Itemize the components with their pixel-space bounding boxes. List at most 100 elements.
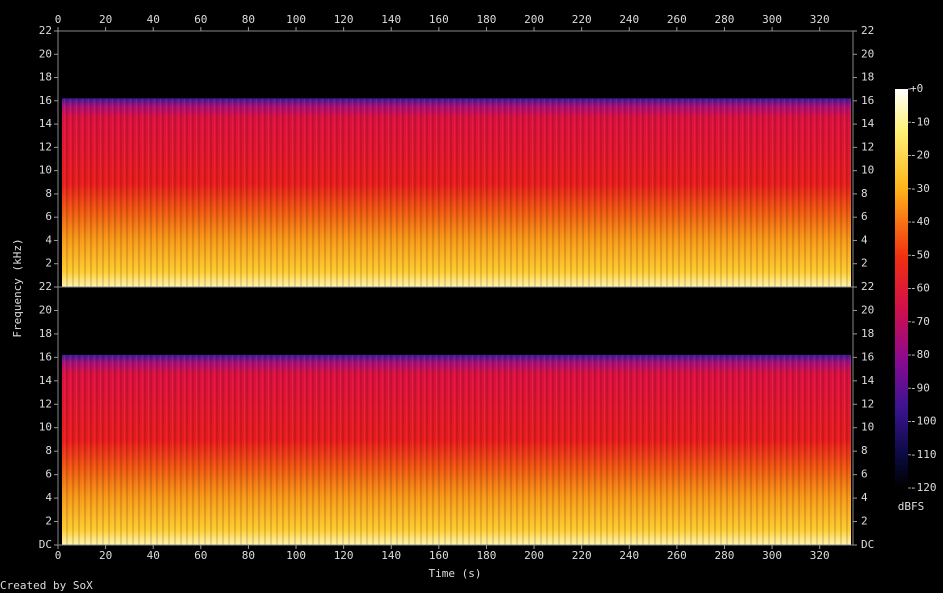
x-tick-label: 320 bbox=[810, 549, 830, 562]
colorbar-tick-label: -20 bbox=[910, 149, 930, 162]
x-tick-label: 300 bbox=[762, 13, 782, 26]
colorbar bbox=[895, 89, 908, 488]
y-tick-label: DC bbox=[39, 538, 52, 551]
x-tick-label: 220 bbox=[572, 549, 592, 562]
spectrum-texture bbox=[62, 98, 851, 287]
y-tick-label: 8 bbox=[45, 187, 52, 200]
x-tick-label: 280 bbox=[715, 13, 735, 26]
x-tick-label: 200 bbox=[524, 549, 544, 562]
y-tick-label: 14 bbox=[861, 117, 875, 130]
colorbar-tick-label: -50 bbox=[910, 248, 930, 261]
x-tick-label: 0 bbox=[55, 549, 62, 562]
y-tick-label: 18 bbox=[861, 71, 874, 84]
y-tick-label: 12 bbox=[39, 397, 52, 410]
x-tick-label: 100 bbox=[286, 549, 306, 562]
x-tick-label: 160 bbox=[429, 549, 449, 562]
y-tick-label: 16 bbox=[861, 94, 874, 107]
colorbar-label: dBFS bbox=[898, 500, 925, 513]
y-tick-label: 14 bbox=[39, 374, 53, 387]
colorbar-tick-label: -60 bbox=[910, 282, 930, 295]
y-tick-label: 8 bbox=[45, 444, 52, 457]
colorbar-tick-label: -40 bbox=[910, 215, 930, 228]
x-axis-label: Time (s) bbox=[429, 567, 482, 580]
y-tick-label: 22 bbox=[861, 24, 874, 37]
y-tick-label: 20 bbox=[861, 47, 874, 60]
x-tick-label: 320 bbox=[810, 13, 830, 26]
y-tick-label: 10 bbox=[861, 164, 874, 177]
y-tick-label: 12 bbox=[39, 140, 52, 153]
y-tick-label: 18 bbox=[861, 327, 874, 340]
footer: Created by SoX bbox=[0, 579, 93, 592]
y-tick-label: 20 bbox=[861, 303, 874, 316]
y-tick-label: 2 bbox=[45, 257, 52, 270]
x-tick-label: 120 bbox=[334, 549, 354, 562]
x-tick-label: 240 bbox=[619, 13, 639, 26]
y-tick-label: 12 bbox=[861, 397, 874, 410]
y-tick-label: 20 bbox=[39, 47, 52, 60]
x-tick-label: 0 bbox=[55, 13, 62, 26]
x-tick-label: 20 bbox=[99, 13, 112, 26]
y-tick-label: 2 bbox=[861, 257, 868, 270]
y-tick-label: 2 bbox=[45, 515, 52, 528]
x-tick-label: 200 bbox=[524, 13, 544, 26]
y-tick-label: 16 bbox=[861, 350, 874, 363]
x-tick-label: 260 bbox=[667, 549, 687, 562]
colorbar-tick-label: -10 bbox=[910, 115, 930, 128]
y-tick-label: 8 bbox=[861, 444, 868, 457]
colorbar-tick-label: -120 bbox=[910, 481, 937, 494]
colorbar-tick-label: -110 bbox=[910, 448, 937, 461]
x-tick-label: 180 bbox=[477, 13, 497, 26]
colorbar-tick-label: +0 bbox=[910, 82, 923, 95]
y-tick-label: 10 bbox=[39, 164, 52, 177]
y-tick-label: 20 bbox=[39, 303, 52, 316]
y-tick-label: 4 bbox=[861, 233, 868, 246]
x-tick-label: 60 bbox=[194, 13, 207, 26]
y-tick-label: 10 bbox=[861, 421, 874, 434]
y-tick-label: 10 bbox=[39, 421, 52, 434]
x-tick-label: 180 bbox=[477, 549, 497, 562]
x-tick-label: 60 bbox=[194, 549, 207, 562]
x-tick-label: 100 bbox=[286, 13, 306, 26]
y-tick-label: 4 bbox=[45, 491, 52, 504]
spectrum-texture bbox=[62, 354, 851, 545]
y-tick-label: 6 bbox=[45, 210, 52, 223]
y-axis-label: Frequency (kHz) bbox=[11, 238, 24, 337]
x-tick-label: 80 bbox=[242, 13, 255, 26]
y-tick-label: 18 bbox=[39, 71, 52, 84]
colorbar-tick-label: -100 bbox=[910, 415, 937, 428]
x-tick-label: 20 bbox=[99, 549, 112, 562]
x-tick-label: 300 bbox=[762, 549, 782, 562]
x-tick-label: 140 bbox=[381, 13, 401, 26]
y-tick-label: 2 bbox=[861, 515, 868, 528]
y-tick-label: 22 bbox=[39, 280, 52, 293]
colorbar-tick-label: -80 bbox=[910, 348, 930, 361]
x-tick-label: 80 bbox=[242, 549, 255, 562]
y-tick-label: 16 bbox=[39, 350, 52, 363]
x-tick-label: 120 bbox=[334, 13, 354, 26]
y-tick-label: 8 bbox=[861, 187, 868, 200]
x-tick-label: 260 bbox=[667, 13, 687, 26]
x-tick-label: 280 bbox=[715, 549, 735, 562]
x-tick-label: 40 bbox=[147, 549, 160, 562]
x-tick-label: 160 bbox=[429, 13, 449, 26]
y-tick-label: 16 bbox=[39, 94, 52, 107]
x-tick-label: 220 bbox=[572, 13, 592, 26]
colorbar-tick-label: -30 bbox=[910, 182, 930, 195]
x-tick-label: 240 bbox=[619, 549, 639, 562]
y-tick-label: 12 bbox=[861, 140, 874, 153]
x-tick-label: 140 bbox=[381, 549, 401, 562]
colorbar-tick-label: -70 bbox=[910, 315, 930, 328]
y-tick-label: 4 bbox=[45, 233, 52, 246]
y-tick-label: DC bbox=[861, 538, 874, 551]
plot-frame bbox=[57, 286, 854, 546]
colorbar-tick-label: -90 bbox=[910, 381, 930, 394]
y-tick-label: 6 bbox=[861, 468, 868, 481]
y-tick-label: 6 bbox=[861, 210, 868, 223]
y-tick-label: 22 bbox=[39, 24, 52, 37]
y-tick-label: 4 bbox=[861, 491, 868, 504]
x-tick-label: 40 bbox=[147, 13, 160, 26]
y-tick-label: 6 bbox=[45, 468, 52, 481]
y-tick-label: 22 bbox=[861, 280, 874, 293]
y-tick-label: 18 bbox=[39, 327, 52, 340]
